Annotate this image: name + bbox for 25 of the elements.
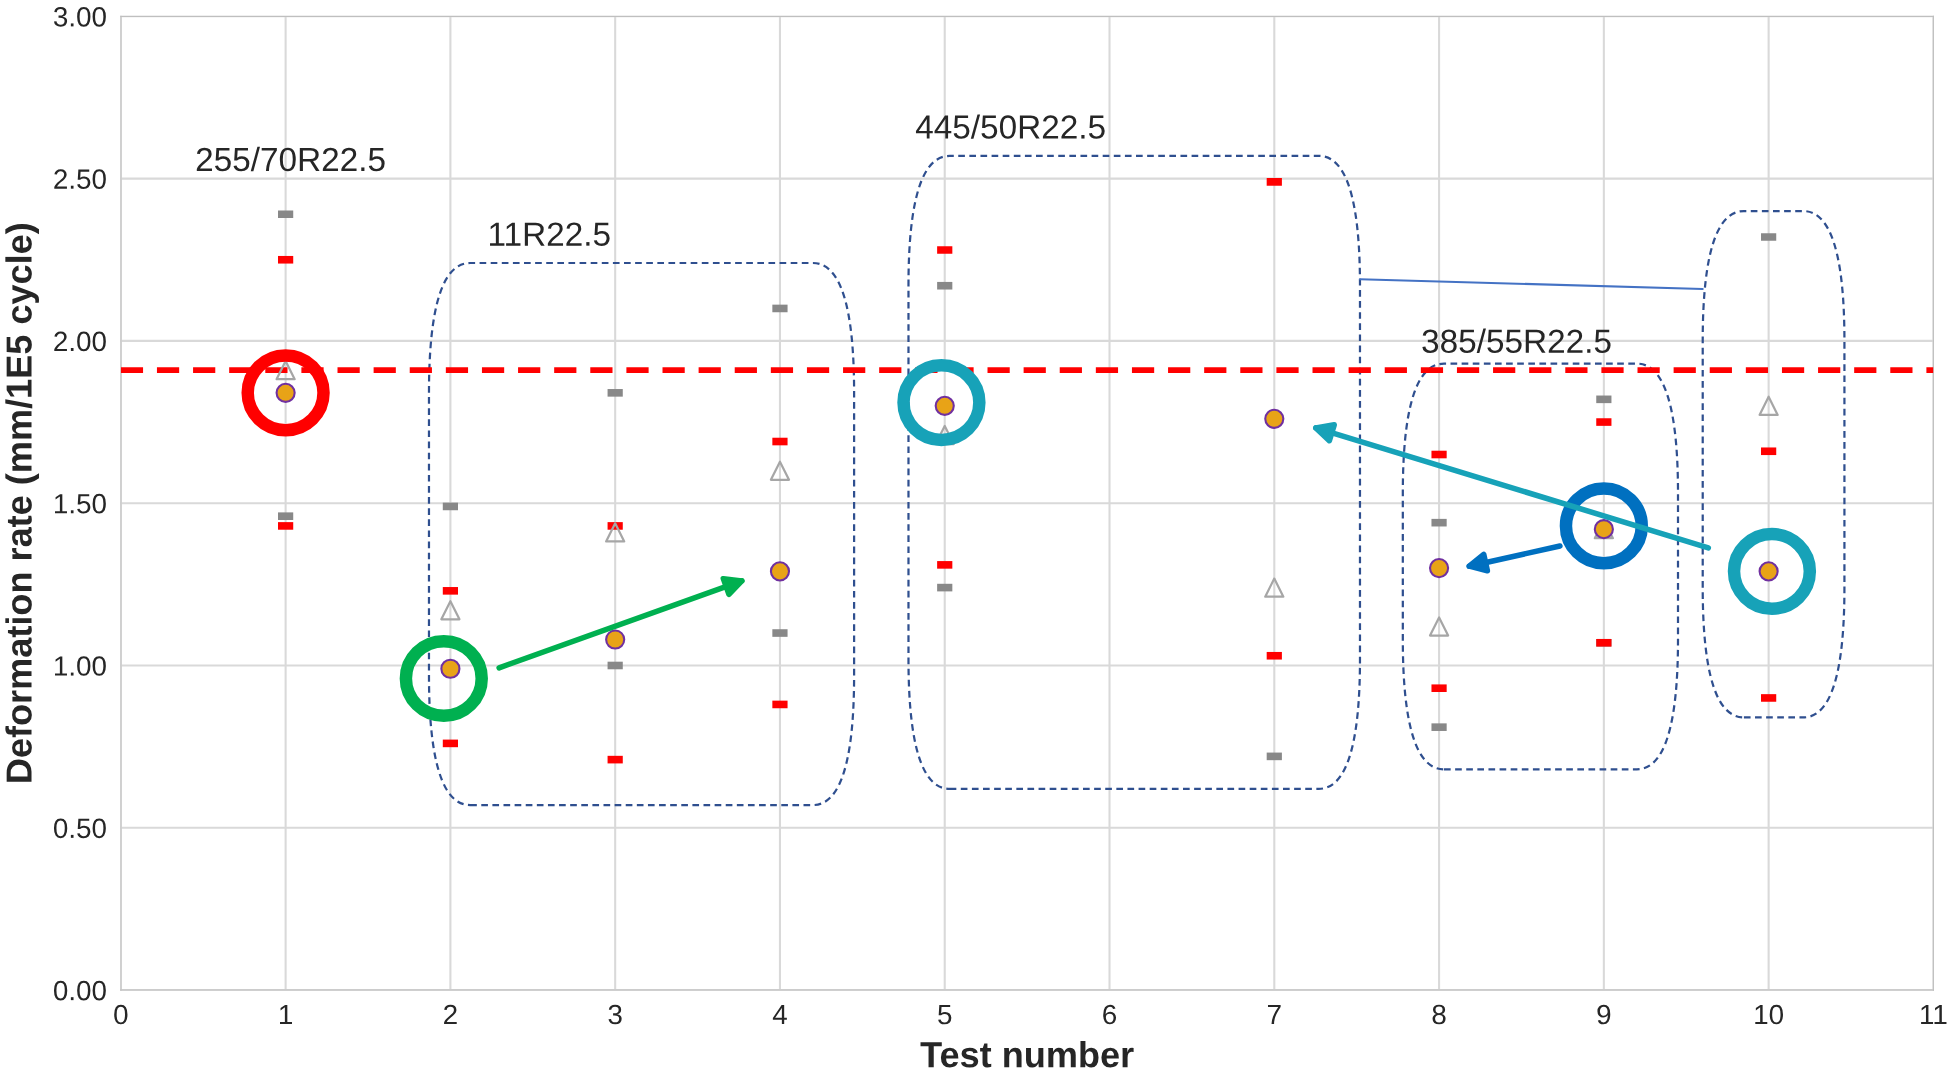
- x-tick-label: 11: [1921, 1004, 1947, 1025]
- y-tick-label: 2.50: [54, 169, 106, 189]
- annotation: 385/55R22.5: [1422, 328, 1611, 354]
- y-tick-label: 3.00: [53, 6, 106, 27]
- x-tick-label: 7: [1267, 1004, 1281, 1025]
- x-tick-label: 5: [938, 1004, 952, 1025]
- y-tick-label: 0.50: [53, 818, 106, 839]
- x-tick-label: 0: [114, 1004, 128, 1025]
- x-tick-label: 2: [444, 1004, 457, 1025]
- x-tick-label: 6: [1103, 1004, 1117, 1025]
- x-tick-label: 10: [1755, 1004, 1783, 1025]
- y-tick-label: 1.00: [55, 656, 106, 676]
- y-tick-label: 0.00: [53, 980, 106, 1001]
- y-axis-title: Deformation rate (mm/1E5 cycle): [5, 224, 39, 782]
- y-tick-label: 2.00: [54, 331, 106, 352]
- y-tick-label: 1.50: [55, 493, 106, 514]
- annotation: 445/50R22.5: [915, 114, 1105, 139]
- x-tick-label: 8: [1432, 1004, 1446, 1025]
- x-tick-label: 1: [280, 1004, 292, 1025]
- x-tick-label: 3: [608, 1004, 622, 1025]
- annotation: 11R22.5: [490, 222, 610, 246]
- x-tick-label: 9: [1597, 1004, 1611, 1025]
- x-tick-label: 4: [772, 1004, 787, 1025]
- x-axis-title: Test number: [920, 1040, 1134, 1068]
- annotation: 255/70R22.5: [196, 146, 385, 172]
